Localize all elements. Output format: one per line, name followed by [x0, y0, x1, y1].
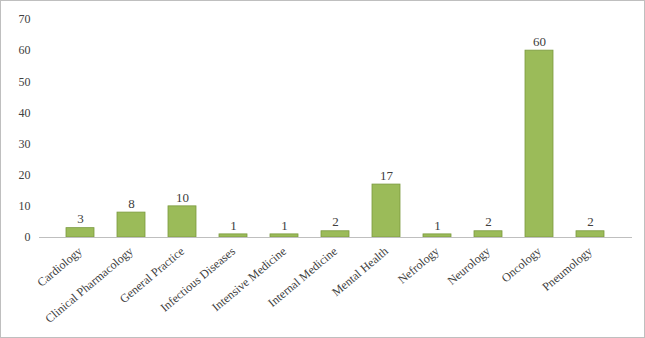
svg-text:0: 0 — [25, 230, 31, 244]
svg-text:Clinical Pharmacology: Clinical Pharmacology — [42, 244, 136, 326]
svg-text:20: 20 — [19, 168, 31, 182]
svg-text:Oncology: Oncology — [499, 244, 544, 285]
svg-text:3: 3 — [77, 211, 84, 226]
svg-text:Infectious Diseases: Infectious Diseases — [157, 244, 238, 315]
svg-text:2: 2 — [332, 214, 339, 229]
svg-text:60: 60 — [19, 43, 31, 57]
svg-text:30: 30 — [19, 137, 31, 151]
svg-text:Pneumology: Pneumology — [539, 244, 594, 294]
svg-text:Neurology: Neurology — [445, 244, 493, 288]
svg-text:1: 1 — [434, 218, 441, 233]
svg-text:1: 1 — [281, 218, 288, 233]
svg-text:60: 60 — [533, 34, 546, 49]
svg-text:10: 10 — [19, 199, 31, 213]
svg-text:50: 50 — [19, 75, 31, 89]
svg-text:10: 10 — [176, 190, 189, 205]
svg-text:Intensive Medicine: Intensive Medicine — [209, 244, 289, 315]
svg-text:Nefrology: Nefrology — [395, 244, 442, 286]
svg-text:General Practice: General Practice — [116, 244, 187, 306]
svg-text:17: 17 — [380, 168, 394, 183]
svg-text:1: 1 — [230, 218, 237, 233]
svg-text:70: 70 — [19, 12, 31, 26]
svg-text:8: 8 — [128, 196, 135, 211]
svg-text:2: 2 — [485, 214, 492, 229]
svg-text:Mental Health: Mental Health — [329, 244, 391, 299]
svg-text:2: 2 — [587, 214, 594, 229]
svg-text:40: 40 — [19, 106, 31, 120]
svg-text:Cardiology: Cardiology — [35, 244, 85, 289]
svg-text:Internal Medicine: Internal Medicine — [265, 244, 340, 310]
